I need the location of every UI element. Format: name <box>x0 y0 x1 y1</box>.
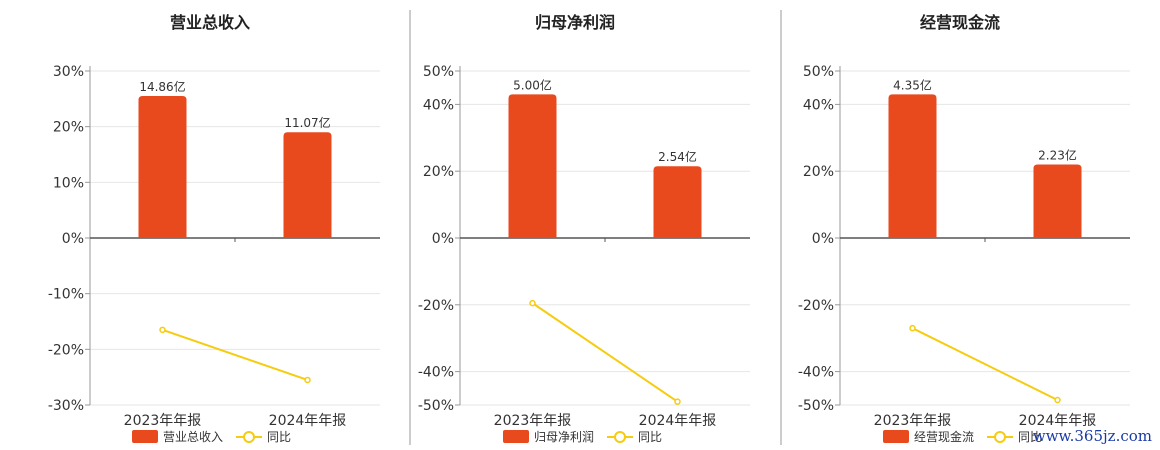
legend-line-marker <box>994 431 1006 443</box>
bar <box>283 132 332 238</box>
legend-bar-label: 归母净利润 <box>534 430 594 444</box>
y-tick-label: 40% <box>423 97 454 113</box>
yoy-point <box>529 299 536 307</box>
bar <box>1033 164 1082 238</box>
x-tick-label: 2024年年报 <box>639 413 717 429</box>
bar-data-label: 2.54亿 <box>658 149 697 164</box>
y-tick-label: -50% <box>418 398 454 414</box>
x-tick-label: 2023年年报 <box>124 413 202 429</box>
y-tick-label: -20% <box>798 298 834 314</box>
y-tick-label: 50% <box>803 64 834 80</box>
legend-line-label: 同比 <box>1018 430 1042 444</box>
x-tick-label: 2023年年报 <box>874 413 952 429</box>
y-tick-label: 20% <box>53 120 84 136</box>
y-tick-label: -50% <box>798 398 834 414</box>
y-tick-label: -10% <box>48 287 84 303</box>
yoy-point <box>1054 396 1061 404</box>
x-tick-label: 2023年年报 <box>494 413 572 429</box>
legend-bar-label: 经营现金流 <box>914 429 974 444</box>
x-tick-label: 2024年年报 <box>1019 413 1097 429</box>
chart-panel-2: 归母净利润 50% 40% 20% 0% -20% -40% -50% 5.00亿 2023年年报… <box>418 13 750 444</box>
bar-data-label: 2.23亿 <box>1038 148 1077 163</box>
legend-bar-swatch <box>883 430 909 443</box>
legend-bar-label: 营业总收入 <box>163 430 223 444</box>
bar-data-label: 5.00亿 <box>513 77 552 92</box>
legend-line-label: 同比 <box>267 430 291 444</box>
y-tick-label: 10% <box>53 175 84 191</box>
chart-panel-3: 经营现金流 50% 40% 20% 0% -20% -40% -50% 4.35亿 2023年年报… <box>798 13 1130 444</box>
yoy-point <box>909 324 916 332</box>
legend-line-marker <box>243 431 255 443</box>
bar <box>138 96 187 238</box>
y-tick-label: 30% <box>53 64 84 80</box>
chart-title: 经营现金流 <box>920 13 1000 32</box>
x-tick-label: 2024年年报 <box>269 413 347 429</box>
legend-bar-swatch <box>132 430 158 443</box>
y-tick-label: 0% <box>432 231 454 247</box>
chart-title: 营业总收入 <box>170 13 250 32</box>
bar <box>508 94 557 238</box>
watermark: www.365jz.com <box>1033 427 1152 445</box>
bar <box>888 94 937 238</box>
legend-line-label: 同比 <box>638 430 662 444</box>
bar-data-label: 11.07亿 <box>284 115 330 130</box>
y-tick-label: 20% <box>423 164 454 180</box>
bar <box>653 166 702 238</box>
y-tick-label: 40% <box>803 97 834 113</box>
legend-bar-swatch <box>503 430 529 443</box>
yoy-point <box>304 376 311 384</box>
y-tick-label: 20% <box>803 164 834 180</box>
y-tick-label: 0% <box>62 231 84 247</box>
y-tick-label: -40% <box>418 365 454 381</box>
y-tick-label: 50% <box>423 64 454 80</box>
yoy-line <box>162 328 308 381</box>
yoy-line <box>912 327 1058 401</box>
chart-title: 归母净利润 <box>535 13 615 32</box>
yoy-point <box>159 326 166 334</box>
y-tick-label: -40% <box>798 365 834 381</box>
bar-data-label: 4.35亿 <box>893 77 932 92</box>
bar-data-label: 14.86亿 <box>139 79 185 94</box>
y-tick-label: -20% <box>48 342 84 358</box>
yoy-line <box>531 302 679 403</box>
y-tick-label: -20% <box>418 298 454 314</box>
y-tick-label: -30% <box>48 398 84 414</box>
chart-panel-1: 营业总收入 30% 20% 10% 0% -10% -20% -30% 14.86亿 2023年年… <box>48 13 380 444</box>
legend-line-marker <box>614 431 626 443</box>
y-tick-label: 0% <box>812 231 834 247</box>
yoy-point <box>674 398 681 405</box>
